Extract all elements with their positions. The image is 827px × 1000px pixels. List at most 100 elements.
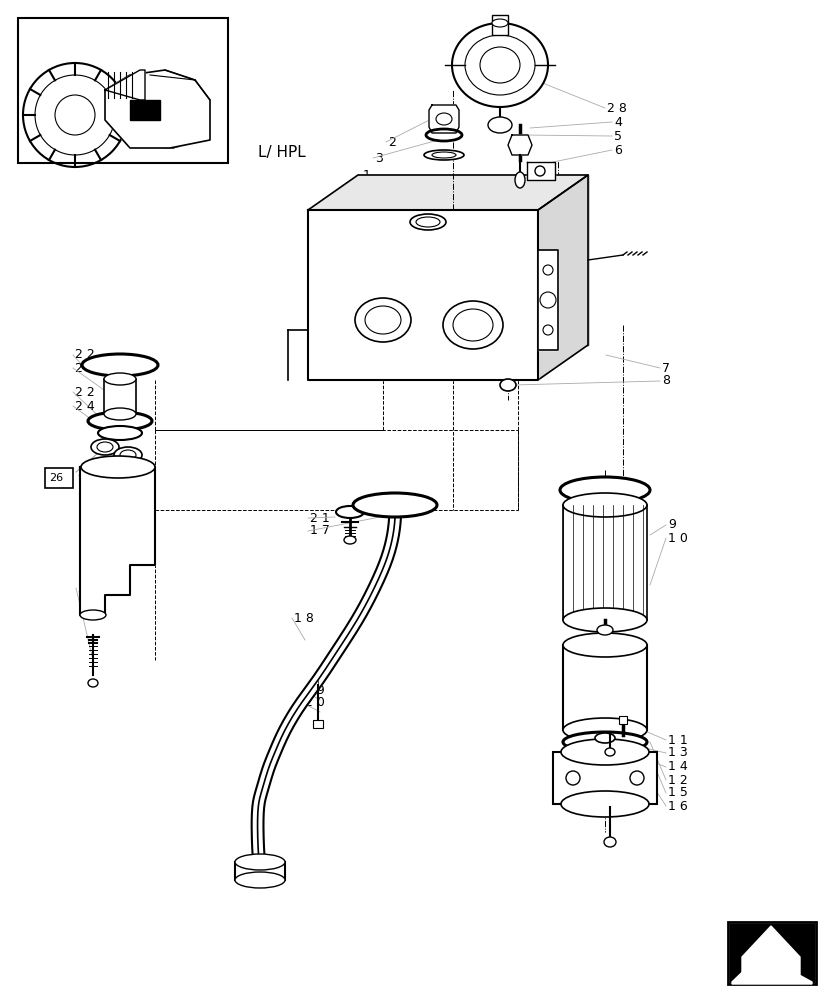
Ellipse shape [355, 298, 410, 342]
Ellipse shape [562, 732, 646, 752]
Ellipse shape [80, 610, 106, 620]
Ellipse shape [98, 426, 141, 440]
Ellipse shape [423, 150, 463, 160]
Ellipse shape [120, 450, 136, 460]
Ellipse shape [562, 718, 646, 742]
Text: 9: 9 [667, 518, 675, 532]
Bar [562, 645, 646, 730]
Polygon shape [130, 100, 160, 120]
Polygon shape [729, 924, 813, 982]
Text: 1 4: 1 4 [667, 760, 687, 774]
Polygon shape [428, 105, 458, 133]
Text: 7: 7 [662, 361, 669, 374]
Polygon shape [308, 175, 587, 210]
Polygon shape [508, 135, 532, 155]
Ellipse shape [561, 739, 648, 765]
Text: 1 6: 1 6 [667, 799, 687, 812]
Ellipse shape [500, 379, 515, 391]
Text: 1: 1 [362, 169, 370, 182]
Ellipse shape [104, 408, 136, 420]
Text: 1 7: 1 7 [309, 524, 329, 538]
Ellipse shape [480, 47, 519, 83]
Bar [45, 468, 73, 488]
Ellipse shape [425, 129, 461, 141]
Ellipse shape [409, 214, 446, 230]
Ellipse shape [452, 309, 492, 341]
Ellipse shape [114, 447, 141, 463]
Text: 2 8: 2 8 [606, 102, 626, 115]
Text: 1 0: 1 0 [667, 532, 687, 544]
Bar [104, 379, 136, 414]
Ellipse shape [104, 373, 136, 385]
Text: 1 8: 1 8 [294, 611, 313, 624]
Ellipse shape [352, 493, 437, 517]
Bar [562, 505, 646, 620]
Polygon shape [731, 955, 811, 984]
Text: 2 5: 2 5 [78, 466, 98, 479]
Text: 26: 26 [49, 473, 63, 483]
Polygon shape [308, 210, 538, 380]
Text: 1 9: 1 9 [304, 684, 324, 696]
Bar [619, 716, 626, 724]
Ellipse shape [605, 748, 614, 756]
Text: 1 3: 1 3 [667, 746, 687, 760]
Ellipse shape [562, 633, 646, 657]
Ellipse shape [436, 113, 452, 125]
Text: 2 2: 2 2 [75, 349, 94, 361]
Ellipse shape [561, 791, 648, 817]
Ellipse shape [343, 536, 356, 544]
Text: 2 7: 2 7 [78, 582, 98, 594]
Ellipse shape [596, 625, 612, 635]
Ellipse shape [81, 456, 155, 478]
Polygon shape [80, 467, 155, 615]
Bar [491, 15, 508, 35]
Bar [18, 18, 227, 163]
Bar [727, 922, 815, 984]
Ellipse shape [88, 679, 98, 687]
Polygon shape [741, 926, 799, 975]
Ellipse shape [336, 506, 364, 518]
Text: 6: 6 [614, 144, 621, 157]
Text: 4: 4 [614, 116, 621, 129]
Ellipse shape [452, 23, 547, 107]
Text: 1 1: 1 1 [667, 733, 687, 746]
Ellipse shape [91, 439, 119, 455]
Ellipse shape [97, 442, 112, 452]
Bar [552, 752, 656, 804]
Ellipse shape [365, 306, 400, 334]
Bar [235, 862, 284, 880]
Ellipse shape [562, 493, 646, 517]
Polygon shape [105, 70, 145, 100]
Ellipse shape [415, 217, 439, 227]
Ellipse shape [235, 854, 284, 870]
Text: 2 4: 2 4 [75, 399, 94, 412]
Text: 5: 5 [614, 130, 621, 143]
Text: 8: 8 [662, 374, 669, 387]
Text: 2: 2 [388, 136, 395, 149]
Text: L/ HPL: L/ HPL [258, 145, 305, 160]
Polygon shape [357, 175, 587, 345]
Ellipse shape [465, 35, 534, 95]
Text: 2 3: 2 3 [75, 361, 94, 374]
Polygon shape [105, 70, 210, 148]
Ellipse shape [235, 872, 284, 888]
Ellipse shape [432, 152, 456, 158]
Ellipse shape [442, 301, 502, 349]
Ellipse shape [562, 608, 646, 632]
Polygon shape [526, 162, 554, 180]
Polygon shape [538, 250, 557, 350]
Ellipse shape [88, 412, 152, 430]
Text: 2 5: 2 5 [78, 466, 98, 479]
Text: 3: 3 [375, 152, 382, 165]
Ellipse shape [491, 19, 508, 27]
Text: 2 2: 2 2 [75, 385, 94, 398]
Polygon shape [538, 175, 587, 380]
Text: 2 1: 2 1 [309, 512, 329, 524]
Ellipse shape [82, 354, 158, 376]
Ellipse shape [514, 172, 524, 188]
Ellipse shape [487, 117, 511, 133]
Bar [313, 720, 323, 728]
Text: 2 0: 2 0 [304, 696, 324, 710]
Ellipse shape [603, 837, 615, 847]
Ellipse shape [595, 733, 614, 743]
